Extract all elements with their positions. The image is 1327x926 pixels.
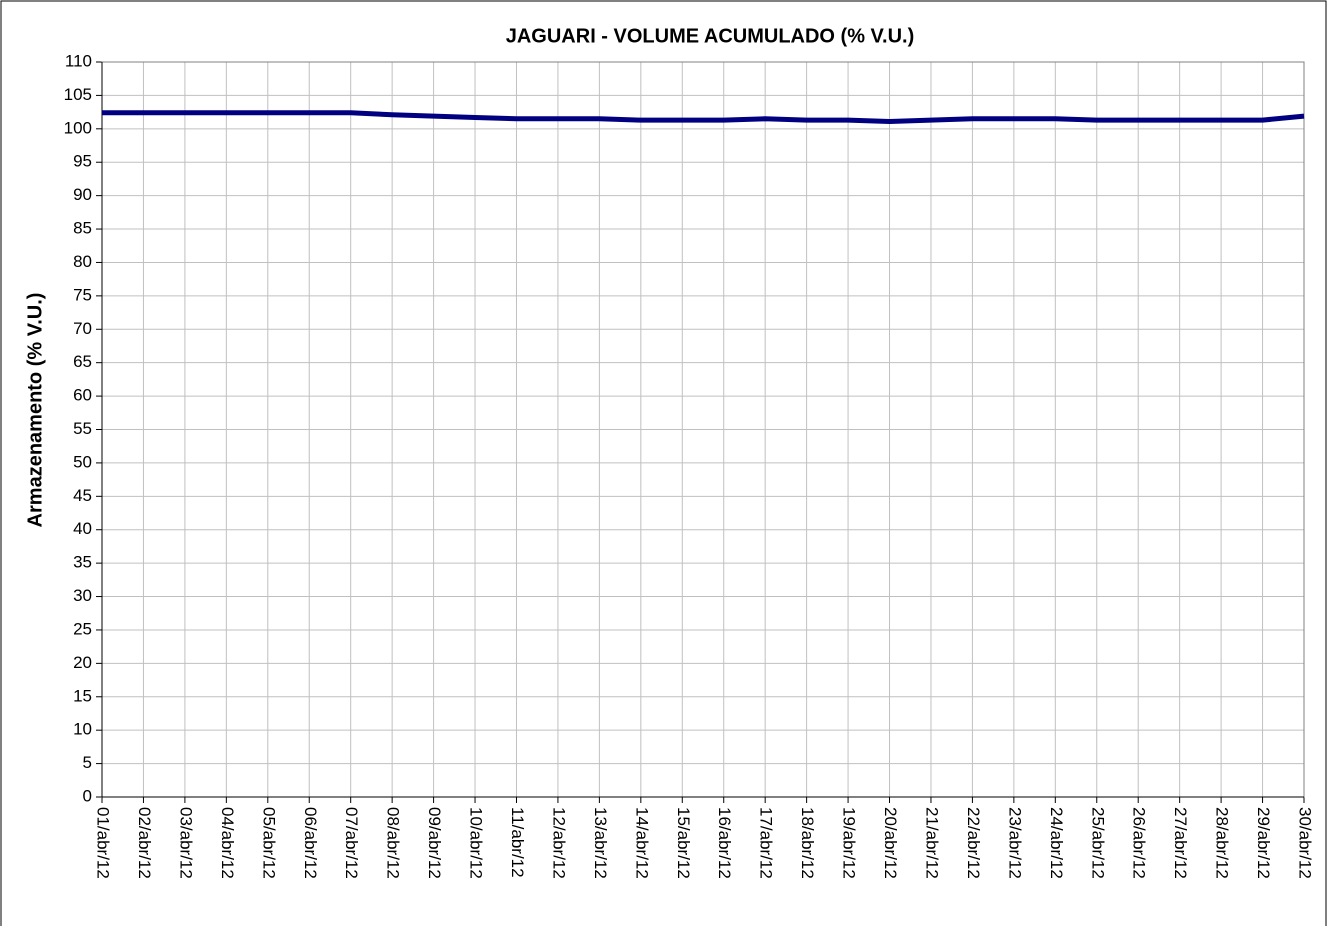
x-tick-label: 16/abr/12 bbox=[715, 807, 734, 879]
x-tick-label: 07/abr/12 bbox=[342, 807, 361, 879]
x-tick-label: 24/abr/12 bbox=[1047, 807, 1066, 879]
y-tick-label: 110 bbox=[65, 51, 92, 70]
x-tick-label: 13/abr/12 bbox=[591, 807, 610, 879]
y-tick-label: 10 bbox=[73, 720, 92, 739]
y-tick-label: 50 bbox=[73, 452, 92, 471]
chart-title: JAGUARI - VOLUME ACUMULADO (% V.U.) bbox=[506, 25, 915, 47]
x-tick-label: 27/abr/12 bbox=[1171, 807, 1190, 879]
x-tick-label: 12/abr/12 bbox=[549, 807, 568, 879]
y-tick-label: 105 bbox=[64, 85, 92, 104]
x-tick-label: 21/abr/12 bbox=[922, 807, 941, 879]
x-tick-label: 19/abr/12 bbox=[840, 807, 859, 879]
x-tick-label: 25/abr/12 bbox=[1088, 807, 1107, 879]
y-tick-label: 80 bbox=[73, 252, 92, 271]
data-line bbox=[102, 110, 1305, 124]
x-tick-label: 29/abr/12 bbox=[1254, 807, 1273, 879]
y-tick-label: 20 bbox=[73, 653, 92, 672]
y-tick-label: 60 bbox=[73, 386, 92, 405]
y-tick-label: 45 bbox=[73, 486, 92, 505]
x-tick-label: 18/abr/12 bbox=[798, 807, 817, 879]
x-tick-label: 01/abr/12 bbox=[94, 807, 113, 879]
y-tick-label: 75 bbox=[73, 285, 92, 304]
x-tick-label: 15/abr/12 bbox=[674, 807, 693, 879]
x-tick-label: 08/abr/12 bbox=[384, 807, 403, 879]
x-tick-label: 05/abr/12 bbox=[259, 807, 278, 879]
x-tick-label: 06/abr/12 bbox=[301, 807, 320, 879]
x-tick-label: 23/abr/12 bbox=[1005, 807, 1024, 879]
y-tick-label: 100 bbox=[64, 118, 92, 137]
y-tick-label: 25 bbox=[73, 619, 92, 638]
y-tick-label: 5 bbox=[83, 753, 92, 772]
x-tick-label: 26/abr/12 bbox=[1130, 807, 1149, 879]
y-tick-label: 30 bbox=[73, 586, 92, 605]
x-tick-label: 30/abr/12 bbox=[1296, 807, 1315, 879]
y-tick-label: 70 bbox=[73, 319, 92, 338]
y-tick-label: 95 bbox=[73, 152, 92, 171]
x-tick-label: 10/abr/12 bbox=[467, 807, 486, 879]
x-tick-label: 04/abr/12 bbox=[218, 807, 237, 879]
y-tick-label: 0 bbox=[83, 786, 92, 805]
y-tick-label: 55 bbox=[73, 419, 92, 438]
x-tick-label: 22/abr/12 bbox=[964, 807, 983, 879]
y-tick-label: 65 bbox=[73, 352, 92, 371]
x-tick-label: 28/abr/12 bbox=[1213, 807, 1232, 879]
y-tick-label: 85 bbox=[73, 219, 92, 238]
x-tick-label: 03/abr/12 bbox=[176, 807, 195, 879]
y-tick-label: 40 bbox=[73, 519, 92, 538]
x-tick-label: 09/abr/12 bbox=[425, 807, 444, 879]
x-tick-label: 14/abr/12 bbox=[632, 807, 651, 879]
x-tick-label: 20/abr/12 bbox=[881, 807, 900, 879]
y-tick-label: 90 bbox=[73, 185, 92, 204]
x-tick-label: 17/abr/12 bbox=[757, 807, 776, 879]
y-tick-label: 15 bbox=[73, 686, 92, 705]
y-tick-label: 35 bbox=[73, 553, 92, 572]
y-axis-label: Armazenamento (% V.U.) bbox=[24, 293, 46, 528]
x-tick-label: 11/abr/12 bbox=[508, 807, 527, 878]
x-tick-label: 02/abr/12 bbox=[135, 807, 154, 879]
